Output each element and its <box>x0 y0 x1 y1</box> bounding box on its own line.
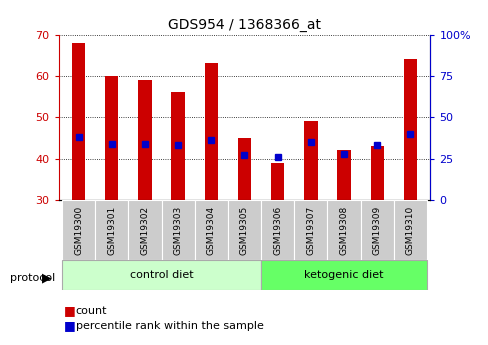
Text: GSM19300: GSM19300 <box>74 206 83 255</box>
Text: protocol: protocol <box>10 273 55 283</box>
Bar <box>204 63 218 200</box>
Bar <box>62 260 261 290</box>
Bar <box>95 200 128 260</box>
Bar <box>72 43 85 200</box>
Text: GSM19305: GSM19305 <box>240 206 248 255</box>
Bar <box>270 163 284 200</box>
Text: percentile rank within the sample: percentile rank within the sample <box>76 321 263 331</box>
Text: ▶: ▶ <box>41 271 51 284</box>
Bar <box>294 200 327 260</box>
Bar <box>261 200 294 260</box>
Text: GSM19301: GSM19301 <box>107 206 116 255</box>
Bar <box>227 200 261 260</box>
Text: GSM19303: GSM19303 <box>173 206 182 255</box>
Bar <box>393 200 426 260</box>
Bar <box>194 200 227 260</box>
Title: GDS954 / 1368366_at: GDS954 / 1368366_at <box>168 18 320 32</box>
Text: ■: ■ <box>63 304 75 317</box>
Text: GSM19302: GSM19302 <box>140 206 149 255</box>
Bar <box>161 200 194 260</box>
Bar <box>327 200 360 260</box>
Bar <box>403 59 416 200</box>
Text: GSM19306: GSM19306 <box>273 206 282 255</box>
Text: GSM19308: GSM19308 <box>339 206 348 255</box>
Text: GSM19310: GSM19310 <box>405 206 414 255</box>
Bar <box>171 92 184 200</box>
Bar <box>128 200 161 260</box>
Bar <box>360 200 393 260</box>
Text: control diet: control diet <box>129 270 193 280</box>
Text: GSM19309: GSM19309 <box>372 206 381 255</box>
Bar <box>237 138 251 200</box>
Bar <box>370 146 383 200</box>
Bar <box>62 200 95 260</box>
Bar <box>304 121 317 200</box>
Bar <box>337 150 350 200</box>
Text: count: count <box>76 306 107 315</box>
Text: GSM19307: GSM19307 <box>306 206 315 255</box>
Text: ketogenic diet: ketogenic diet <box>304 270 383 280</box>
Bar <box>138 80 151 200</box>
Text: ■: ■ <box>63 319 75 333</box>
Bar <box>105 76 118 200</box>
Bar <box>261 260 426 290</box>
Text: GSM19304: GSM19304 <box>206 206 215 255</box>
